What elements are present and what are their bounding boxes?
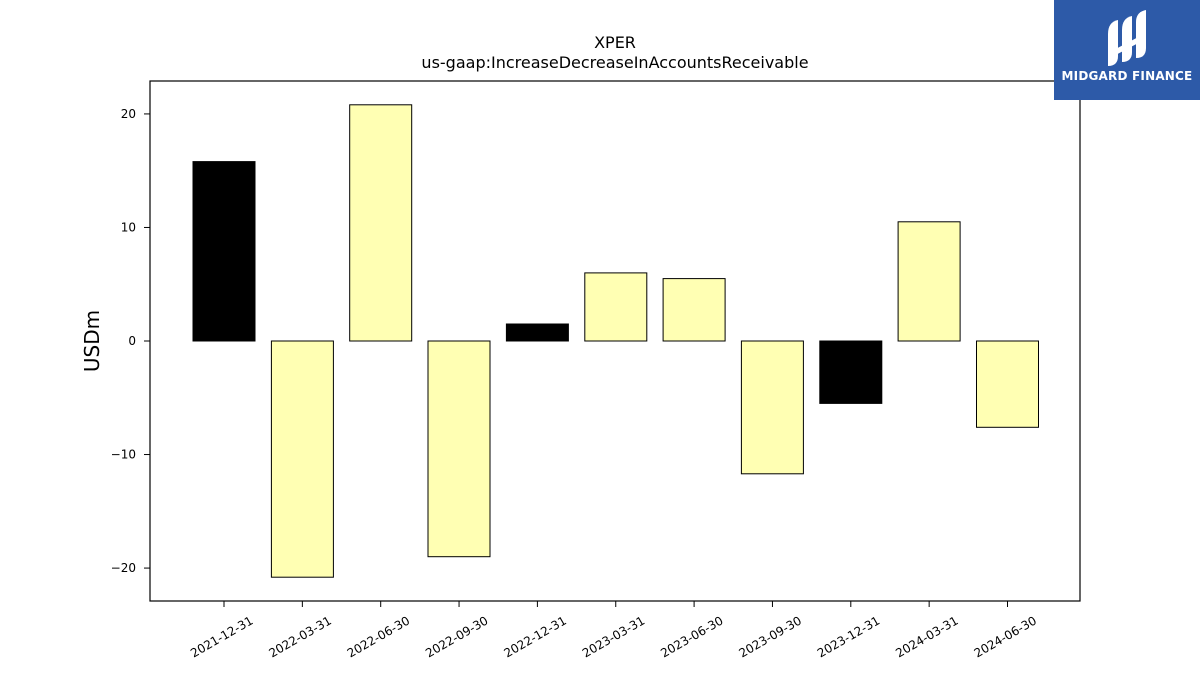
x-axis-ticks: 2021-12-31 2022-03-31 2022-06-30 2022-09-30…	[188, 601, 1039, 660]
y-axis-label: USDm	[80, 310, 104, 372]
bar-2021-12-31	[192, 161, 256, 342]
x-tick-label: 2022-06-30	[345, 613, 412, 660]
y-tick-label: 0	[128, 334, 136, 348]
x-tick-label: 2022-03-31	[266, 613, 333, 660]
y-axis-ticks: −20 −10 0 10 20	[111, 107, 150, 575]
x-tick-label: 2023-12-31	[815, 613, 882, 660]
bar-2022-06-30	[349, 104, 413, 342]
bar-2023-06-30	[662, 278, 726, 342]
x-tick-label: 2022-09-30	[423, 613, 490, 660]
plot-area-frame	[149, 80, 1081, 602]
bar-2022-09-30	[427, 340, 491, 558]
bar-2023-09-30	[740, 340, 804, 475]
midgard-logo-mark-icon	[1108, 10, 1146, 66]
y-tick-label: 20	[121, 107, 136, 121]
bar-2022-12-31	[505, 323, 569, 342]
bar-2023-03-31	[584, 272, 648, 342]
bars-group	[192, 104, 1039, 578]
bar-2024-06-30	[976, 340, 1039, 428]
bar-2022-03-31	[270, 340, 334, 578]
x-tick-label: 2024-03-31	[893, 613, 960, 660]
y-tick-label: −20	[111, 561, 136, 575]
x-tick-label: 2023-03-31	[580, 613, 647, 660]
x-tick-label: 2023-09-30	[737, 613, 804, 660]
logo-wordmark: MIDGARD FINANCE	[1061, 69, 1193, 83]
x-tick-label: 2023-06-30	[658, 613, 725, 660]
x-tick-label: 2022-12-31	[501, 613, 568, 660]
midgard-finance-logo: MIDGARD FINANCE	[1054, 0, 1200, 100]
y-tick-label: −10	[111, 448, 136, 462]
chart-title: XPER	[594, 33, 636, 52]
x-tick-label: 2024-06-30	[972, 613, 1039, 660]
x-tick-label: 2021-12-31	[188, 613, 255, 660]
chart-subtitle: us-gaap:IncreaseDecreaseInAccountsReceiv…	[421, 53, 808, 72]
bar-2023-12-31	[819, 340, 883, 404]
y-tick-label: 10	[121, 220, 136, 234]
bar-2024-03-31	[897, 221, 961, 342]
